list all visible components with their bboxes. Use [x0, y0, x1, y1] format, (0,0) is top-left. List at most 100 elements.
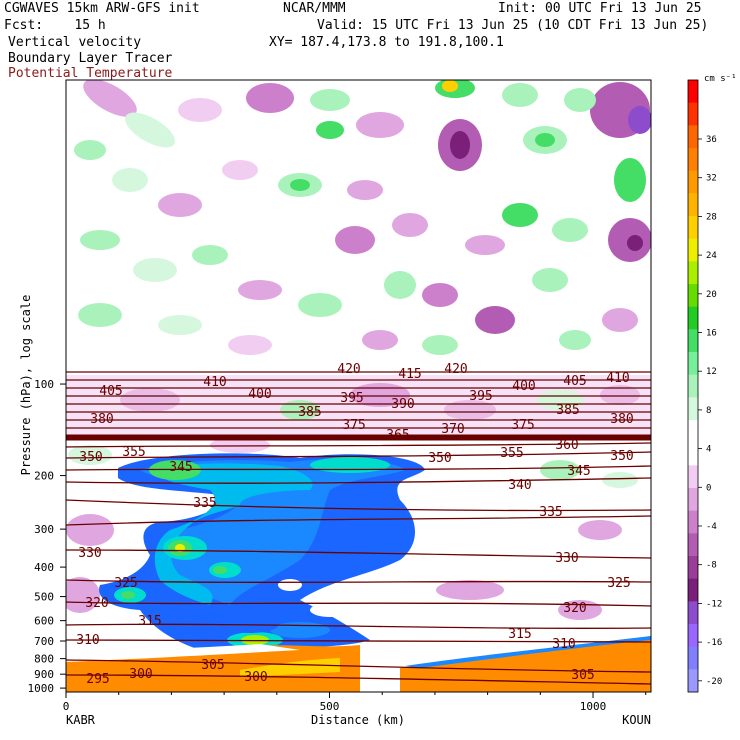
theta-label: 410	[606, 371, 629, 386]
field-vertical-velocity: Vertical velocity	[8, 35, 142, 50]
colorbar-swatch	[688, 465, 698, 489]
colorbar-swatch	[688, 624, 698, 648]
theta-label: 380	[610, 412, 633, 427]
colorbar-swatch	[688, 578, 698, 602]
colorbar-swatch	[688, 193, 698, 217]
theta-label: 340	[508, 478, 531, 493]
theta-label: 400	[248, 387, 271, 402]
colorbar-swatch	[688, 510, 698, 534]
theta-label: 355	[500, 446, 523, 461]
upper-troposphere-wave-field	[66, 375, 651, 620]
theta-label: 350	[610, 449, 633, 464]
colorbar-swatch	[688, 352, 698, 376]
cross-section-endpoints: XY= 187.4,173.8 to 191.8,100.1	[269, 35, 504, 50]
colorbar-swatch	[688, 148, 698, 172]
colorbar-swatch	[688, 442, 698, 466]
y-tick-label: 200	[34, 470, 54, 483]
colorbar-tick-label: 8	[706, 406, 711, 416]
theta-label: 330	[555, 551, 578, 566]
theta-label: 415	[398, 367, 421, 382]
colorbar-tick-label: 4	[706, 445, 711, 455]
theta-label: 325	[607, 576, 630, 591]
colorbar-swatch	[688, 488, 698, 512]
init-time: Init: 00 UTC Fri 13 Jun 25	[498, 1, 702, 16]
colorbar-tick-label: 24	[706, 251, 717, 261]
theta-label: 420	[337, 362, 360, 377]
plot-frame	[65, 79, 652, 693]
colorbar-tick-label: 12	[706, 367, 717, 377]
endpoint-right-label: KOUN	[622, 713, 651, 727]
forecast-hour: Fcst: 15 h	[4, 18, 106, 33]
colorbar-tick-label: -16	[706, 638, 722, 648]
theta-label: 405	[563, 374, 586, 389]
theta-label: 295	[86, 672, 109, 687]
colorbar-tick-label: 20	[706, 290, 717, 300]
plot-area: 420 415 420 410 405 410 405 400 400 395 …	[66, 80, 651, 692]
theta-label: 315	[138, 614, 161, 629]
x-axis-label: Distance (km)	[311, 713, 405, 727]
theta-label: 305	[571, 668, 594, 683]
isentropes	[66, 371, 651, 685]
theta-label: 380	[90, 412, 113, 427]
theta-label: 310	[76, 633, 99, 648]
colorbar-swatch	[688, 284, 698, 308]
theta-label: 410	[203, 375, 226, 390]
colorbar-tick-label: 28	[706, 212, 717, 222]
y-tick-label: 900	[34, 668, 54, 681]
theta-label: 330	[78, 546, 101, 561]
theta-label: 305	[201, 658, 224, 673]
theta-label: 315	[508, 627, 531, 642]
theta-label: 390	[391, 397, 414, 412]
y-tick-label: 800	[34, 653, 54, 666]
colorbar-frame	[687, 79, 699, 693]
colorbar-swatch	[688, 261, 698, 285]
theta-label: 310	[552, 637, 575, 652]
colorbar-swatch	[688, 125, 698, 149]
y-tick-label: 400	[34, 561, 54, 574]
theta-label: 375	[342, 418, 365, 433]
x-tick-label: 0	[63, 700, 70, 713]
colorbar-swatch	[688, 238, 698, 262]
colorbar-tick-label: 16	[706, 329, 717, 339]
y-tick-label: 700	[34, 635, 54, 648]
theta-label: 370	[441, 422, 464, 437]
boundary-layer-tracer	[66, 636, 651, 692]
x-axis: 0 500 1000	[63, 692, 647, 713]
theta-label: 420	[444, 362, 467, 377]
valid-time: Valid: 15 UTC Fri 13 Jun 25 (10 CDT Fri …	[317, 18, 709, 33]
theta-label: 395	[469, 389, 492, 404]
theta-label: 355	[122, 445, 145, 460]
model-title: CGWAVES 15km ARW-GFS init	[4, 1, 200, 16]
theta-label: 345	[169, 460, 192, 475]
colorbar-tick-label: -4	[706, 522, 717, 532]
theta-label: 320	[563, 601, 586, 616]
field-potential-temperature: Potential Temperature	[8, 66, 173, 81]
institution: NCAR/MMM	[283, 1, 346, 16]
colorbar: 36 32 28 24 20 16 12 8 4 0 -4 -8 -12 -16 -20	[687, 79, 722, 693]
colorbar-tick-label: -8	[706, 561, 717, 571]
colorbar-swatch	[688, 306, 698, 330]
x-tick-label: 500	[320, 700, 340, 713]
theta-label: 300	[129, 667, 152, 682]
theta-label: 385	[298, 405, 321, 420]
colorbar-swatch	[688, 329, 698, 353]
field-boundary-layer-tracer: Boundary Layer Tracer	[8, 51, 173, 66]
colorbar-swatch	[688, 420, 698, 444]
colorbar-swatch	[688, 556, 698, 580]
colorbar-tick-label: 32	[706, 174, 717, 184]
theta-label: 350	[428, 451, 451, 466]
theta-label: 385	[556, 403, 579, 418]
colorbar-tick-label: -12	[706, 599, 722, 609]
theta-label: 400	[512, 379, 535, 394]
stratosphere-wave-field	[74, 80, 651, 355]
colorbar-swatch	[688, 374, 698, 398]
theta-label: 300	[244, 670, 267, 685]
colorbar-tick-label: 36	[706, 135, 717, 145]
colorbar-swatch	[688, 80, 698, 104]
colorbar-units: cm s⁻¹	[704, 74, 737, 84]
y-tick-label: 300	[34, 523, 54, 536]
colorbar-swatch	[688, 397, 698, 421]
colorbar-swatch	[688, 102, 698, 126]
